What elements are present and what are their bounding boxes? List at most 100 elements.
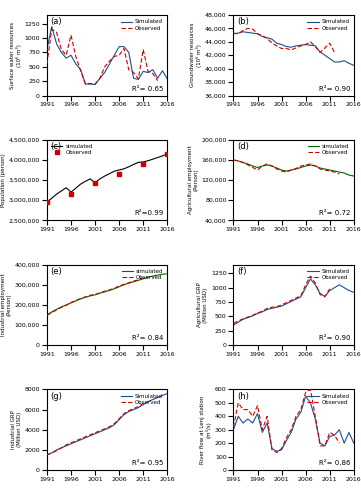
Simulated [352,440,356,446]
Simulated [141,402,145,407]
Observed [323,167,327,173]
Observed [246,314,250,320]
Observed [318,443,322,449]
simulated [127,280,131,286]
Observed [327,286,332,292]
Text: R²= 0.65: R²= 0.65 [132,86,164,91]
Simulated [337,59,342,65]
Simulated [313,282,317,288]
Observed [265,161,269,167]
Observed [83,81,88,87]
Simulated [289,430,293,436]
Line: Observed: Observed [47,30,158,84]
Simulated [78,66,83,72]
simulated [98,290,102,296]
Observed [299,406,303,412]
Simulated [156,394,160,400]
Observed [275,450,279,456]
Simulated [304,284,308,290]
Observed [49,450,54,456]
simulated [117,167,121,173]
Simulated [246,30,250,36]
Simulated [284,301,288,307]
simulated [136,278,140,283]
Simulated [323,443,327,449]
Simulated [151,396,155,402]
Observed [304,282,308,288]
Simulated [165,390,169,396]
Observed [255,402,260,408]
Simulated [313,416,317,422]
Simulated [284,44,288,50]
Simulated [45,46,49,52]
simulated [131,279,136,285]
Observed [284,46,288,52]
Simulated [260,430,265,436]
Observed [313,280,317,286]
Simulated [55,447,59,453]
Simulated [337,282,342,288]
Observed [231,424,236,430]
simulated [308,162,313,168]
Text: R²= 0.72: R²= 0.72 [319,210,350,216]
Simulated [246,416,250,422]
Simulated [289,44,293,50]
Text: R²= 0.84: R²= 0.84 [132,335,164,341]
simulated [49,195,54,201]
Observed [327,168,332,174]
Text: (g): (g) [51,392,62,401]
Observed [69,300,73,306]
Observed [131,406,136,411]
Observed [49,26,54,32]
Observed [284,300,288,306]
simulated [352,173,356,179]
Simulated [74,439,78,445]
Simulated [103,426,107,432]
Simulated [93,431,97,437]
Observed [251,312,255,318]
simulated [98,176,102,182]
Simulated [112,52,117,59]
Simulated [156,76,160,82]
Observed [236,158,240,164]
Simulated [241,420,245,426]
Observed [59,445,64,451]
Simulated [265,306,269,312]
Simulated [270,446,274,452]
Simulated [289,298,293,304]
Simulated [131,76,136,82]
Simulated [69,52,73,59]
Observed [318,50,322,56]
Y-axis label: Agricultural employment
(Person): Agricultural employment (Person) [188,146,198,214]
Line: Observed: Observed [234,276,330,324]
Observed [289,298,293,304]
Simulated [279,42,284,48]
Observed [59,304,64,310]
Simulated [98,428,102,434]
Observed [279,168,284,174]
Simulated [284,438,288,444]
Observed [255,31,260,37]
Observed [246,162,250,168]
Simulated [236,319,240,325]
Simulated [236,30,240,36]
Observed [98,428,102,434]
Observed [318,166,322,172]
Observed [332,50,337,56]
Simulated [83,81,88,87]
simulated [236,158,240,164]
Observed [275,304,279,310]
Simulated [64,443,68,449]
Simulated [136,404,140,410]
simulated [88,293,92,299]
Observed [117,52,121,59]
Legend: Simulated, Observed: Simulated, Observed [306,392,351,406]
Observed [55,307,59,313]
simulated [332,168,337,174]
Simulated [279,447,284,453]
Observed [45,452,49,458]
Simulated [88,81,92,87]
Simulated [342,284,346,290]
Observed [146,68,150,74]
Observed [141,274,145,280]
